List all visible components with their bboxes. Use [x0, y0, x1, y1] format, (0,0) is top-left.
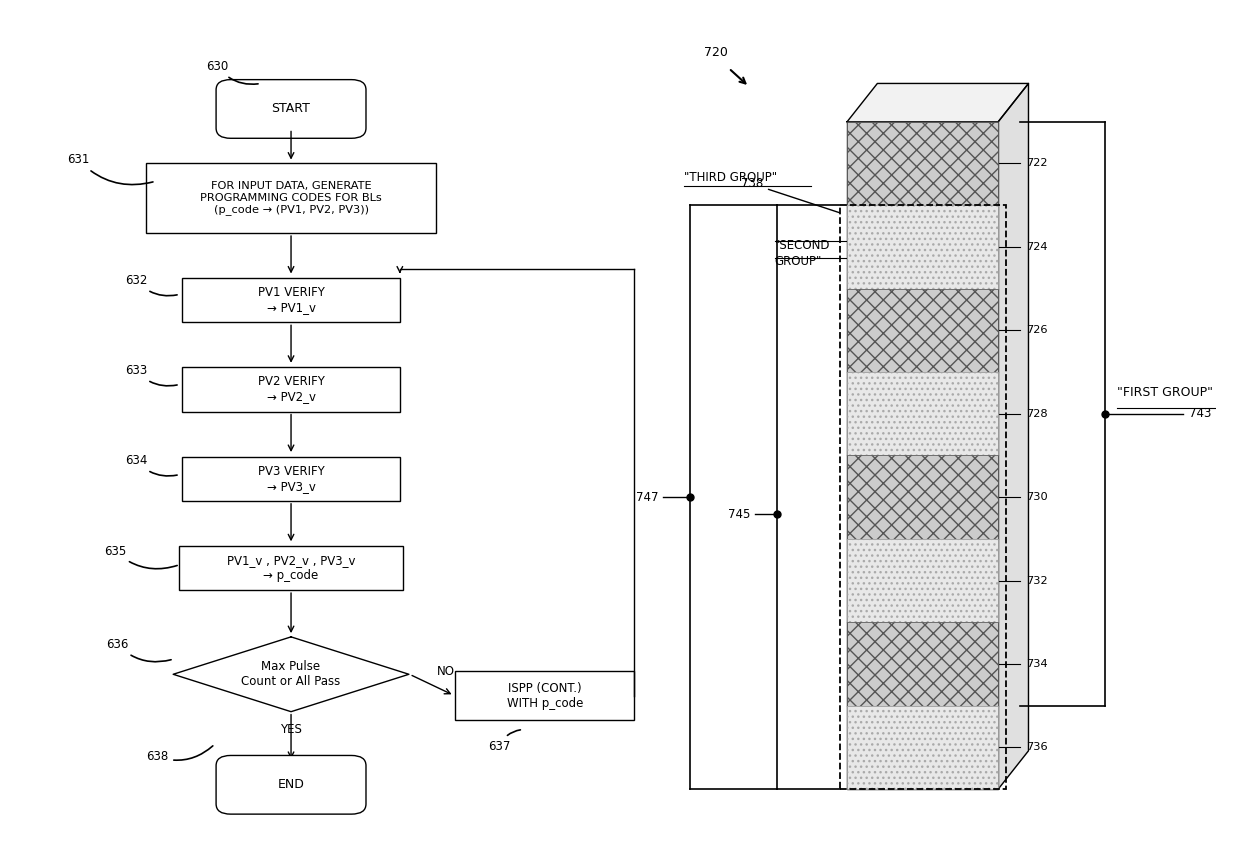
Text: 726: 726 [1025, 325, 1048, 335]
Text: 736: 736 [1025, 742, 1048, 753]
Text: 730: 730 [1025, 492, 1048, 502]
Bar [847, 622, 998, 706]
Bar [182, 278, 399, 322]
Text: PV1_v , PV2_v , PV3_v
→ p_code: PV1_v , PV2_v , PV3_v → p_code [227, 554, 356, 582]
Text: 638: 638 [146, 746, 213, 763]
Bar [182, 457, 399, 501]
Text: 734: 734 [1025, 659, 1048, 669]
Text: PV3 VERIFY
→ PV3_v: PV3 VERIFY → PV3_v [258, 465, 325, 492]
Text: Max Pulse
Count or All Pass: Max Pulse Count or All Pass [242, 660, 341, 689]
Bar [455, 670, 635, 721]
Text: 724: 724 [1025, 242, 1048, 251]
Text: ISPP (CONT.)
WITH p_code: ISPP (CONT.) WITH p_code [507, 682, 583, 709]
Polygon shape [174, 637, 409, 712]
Text: 634: 634 [125, 454, 177, 476]
Text: 728: 728 [1025, 409, 1048, 419]
Text: FOR INPUT DATA, GENERATE
PROGRAMMING CODES FOR BLs
(p_code → (PV1, PV2, PV3)): FOR INPUT DATA, GENERATE PROGRAMMING COD… [200, 181, 382, 215]
Text: END: END [278, 778, 305, 791]
Text: NO: NO [438, 665, 455, 678]
Bar [146, 163, 436, 233]
Text: "SECOND
GROUP": "SECOND GROUP" [775, 239, 830, 268]
Text: PV2 VERIFY
→ PV2_v: PV2 VERIFY → PV2_v [258, 376, 325, 403]
Polygon shape [998, 84, 1028, 789]
Bar [847, 205, 998, 289]
Text: 635: 635 [104, 544, 177, 569]
Bar [847, 539, 998, 622]
Polygon shape [847, 122, 998, 789]
Text: 636: 636 [107, 638, 171, 662]
Bar [847, 289, 998, 372]
Text: "FIRST GROUP": "FIRST GROUP" [1117, 386, 1213, 399]
Bar [847, 122, 998, 205]
Text: 720: 720 [704, 47, 728, 60]
Text: "THIRD GROUP": "THIRD GROUP" [684, 171, 777, 184]
Text: 637: 637 [489, 730, 521, 753]
Text: 738: 738 [740, 177, 839, 213]
Bar [182, 367, 399, 411]
FancyBboxPatch shape [216, 79, 366, 138]
Text: YES: YES [280, 723, 303, 736]
Bar [180, 546, 403, 590]
Text: 630: 630 [206, 60, 258, 84]
Text: 631: 631 [67, 154, 153, 185]
Text: 743: 743 [1189, 407, 1211, 420]
Text: PV1 VERIFY
→ PV1_v: PV1 VERIFY → PV1_v [258, 286, 325, 314]
FancyBboxPatch shape [216, 755, 366, 814]
Text: 722: 722 [1025, 158, 1048, 168]
Text: START: START [272, 103, 310, 116]
Text: 633: 633 [125, 365, 177, 386]
Text: 747: 747 [636, 491, 658, 504]
Text: 732: 732 [1025, 575, 1048, 586]
Polygon shape [847, 84, 1028, 122]
Bar [839, 205, 1006, 789]
Bar [847, 706, 998, 789]
Bar [847, 372, 998, 455]
Bar [847, 455, 998, 539]
Text: 632: 632 [125, 274, 177, 295]
Text: 745: 745 [728, 507, 750, 521]
